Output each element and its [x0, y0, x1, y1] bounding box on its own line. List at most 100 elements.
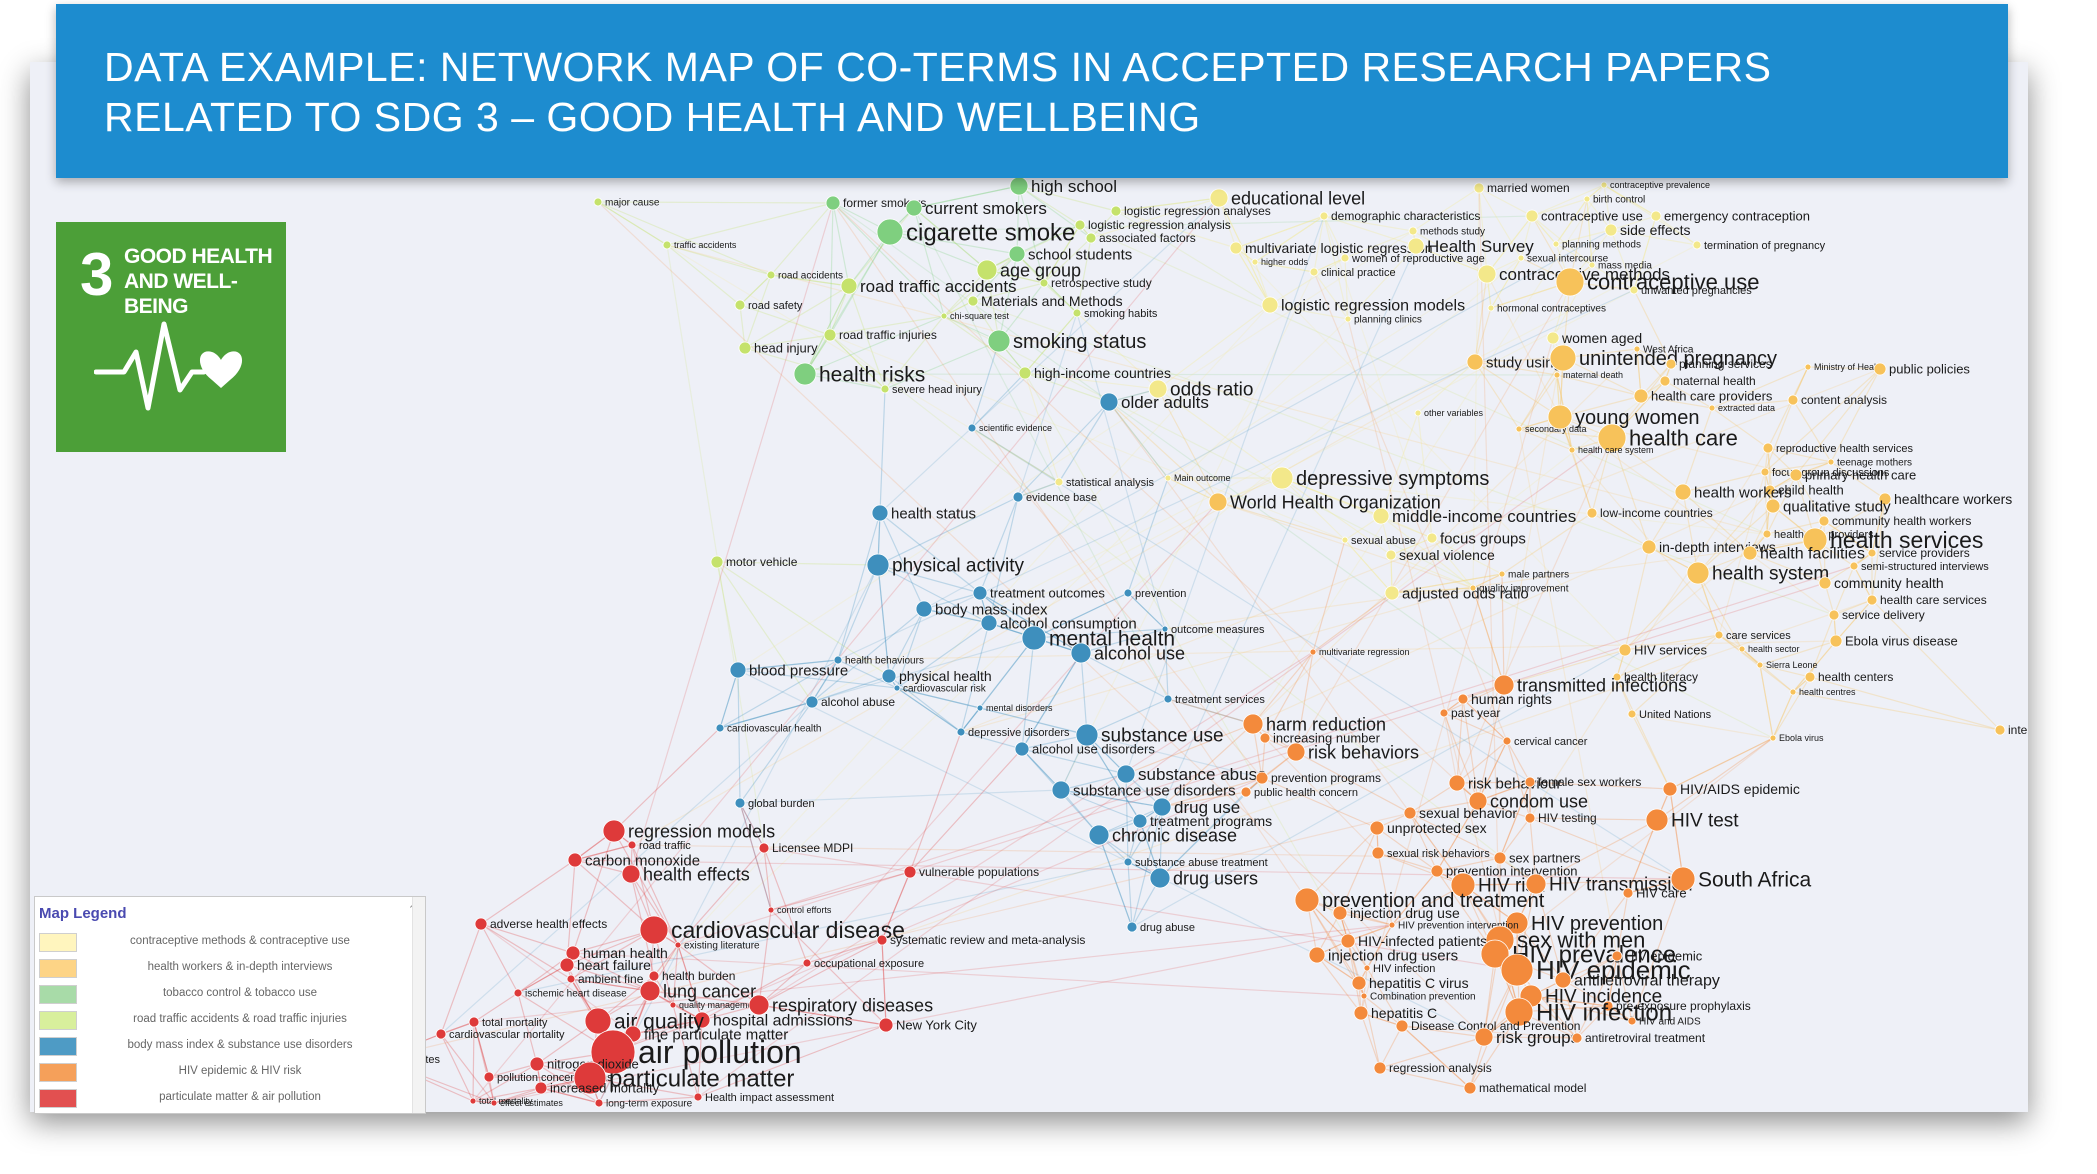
network-node[interactable]: high school — [1009, 176, 1117, 196]
network-node[interactable]: sex partners — [1493, 851, 1581, 866]
node-circle[interactable] — [1384, 585, 1400, 601]
network-node[interactable]: mass media — [1588, 261, 1652, 272]
node-circle[interactable] — [693, 1011, 711, 1029]
node-circle[interactable] — [840, 277, 858, 295]
node-circle[interactable] — [1553, 371, 1561, 379]
node-circle[interactable] — [1502, 736, 1512, 746]
network-node[interactable]: associated factors — [1085, 231, 1196, 245]
network-node[interactable]: treatment services — [1163, 694, 1265, 706]
node-circle[interactable] — [1208, 492, 1228, 512]
node-circle[interactable] — [729, 661, 747, 679]
network-node[interactable]: motor vehicle — [710, 555, 798, 569]
network-node[interactable]: logistic regression analysis — [1074, 218, 1231, 232]
network-node[interactable]: scientific evidence — [967, 423, 1052, 433]
network-node[interactable]: mental disorders — [976, 703, 1053, 713]
network-node[interactable]: hepatitis C virus — [1351, 975, 1469, 991]
node-circle[interactable] — [1525, 209, 1539, 223]
node-circle[interactable] — [1645, 808, 1669, 832]
network-node[interactable]: hospital admissions — [693, 1011, 853, 1030]
network-node[interactable]: health behaviours — [833, 656, 924, 667]
network-node[interactable]: substance use disorders — [1051, 780, 1236, 800]
network-node[interactable]: birth control — [1583, 195, 1645, 206]
network-node[interactable]: regression analysis — [1373, 1061, 1492, 1075]
network-node[interactable]: Ebola virus — [1769, 733, 1824, 743]
node-circle[interactable] — [1294, 887, 1320, 913]
node-circle[interactable] — [1641, 539, 1657, 555]
network-node[interactable]: health care providers — [1633, 389, 1773, 404]
node-circle[interactable] — [980, 614, 998, 632]
network-node[interactable]: increased mortality — [534, 1081, 660, 1096]
node-circle[interactable] — [1363, 964, 1371, 972]
network-node[interactable]: health burden — [648, 969, 735, 983]
node-circle[interactable] — [876, 934, 888, 946]
network-node[interactable]: primary health care — [1789, 468, 1916, 483]
node-circle[interactable] — [1163, 694, 1173, 704]
network-node[interactable]: existing literature — [674, 941, 760, 952]
network-node[interactable]: maternal death — [1553, 370, 1623, 380]
node-circle[interactable] — [593, 197, 603, 207]
node-circle[interactable] — [693, 1092, 703, 1102]
node-circle[interactable] — [1586, 507, 1598, 519]
network-node[interactable]: traffic accidents — [662, 240, 737, 250]
node-circle[interactable] — [1789, 688, 1797, 696]
network-node[interactable]: prevention programs — [1255, 771, 1381, 785]
node-circle[interactable] — [1762, 442, 1774, 454]
map-legend[interactable]: Map Legend ⌃ contraceptive methods & con… — [34, 896, 426, 1114]
node-circle[interactable] — [1765, 498, 1781, 514]
node-circle[interactable] — [1804, 671, 1816, 683]
node-circle[interactable] — [1547, 404, 1573, 430]
node-circle[interactable] — [1650, 210, 1662, 222]
node-circle[interactable] — [956, 727, 966, 737]
network-node[interactable]: public policies — [1873, 362, 1970, 377]
network-node[interactable]: community health workers — [1818, 514, 1971, 528]
network-node[interactable]: effect estimates — [490, 1098, 563, 1108]
node-circle[interactable] — [1148, 379, 1168, 399]
network-node[interactable]: health risks — [793, 362, 925, 386]
network-node[interactable]: odds ratio — [1148, 379, 1253, 401]
node-circle[interactable] — [1474, 1027, 1494, 1047]
node-circle[interactable] — [1371, 846, 1385, 860]
node-circle[interactable] — [1072, 308, 1082, 318]
node-circle[interactable] — [1714, 630, 1724, 640]
network-node[interactable]: unwanted pregnancies — [1629, 285, 1752, 297]
node-circle[interactable] — [1123, 857, 1133, 867]
node-circle[interactable] — [584, 1007, 612, 1035]
network-node[interactable]: depressive symptoms — [1270, 466, 1489, 490]
network-node[interactable]: public health concern — [1240, 786, 1358, 799]
network-node[interactable]: particulate matter — [573, 1061, 794, 1095]
node-circle[interactable] — [469, 1097, 477, 1105]
node-circle[interactable] — [1760, 467, 1770, 477]
network-node[interactable]: cigarette smoke — [876, 218, 1075, 246]
network-node[interactable]: carbon monoxide — [567, 852, 700, 869]
node-circle[interactable] — [1126, 921, 1138, 933]
network-node[interactable]: treatment outcomes — [972, 586, 1105, 601]
network-node[interactable]: alcohol use disorders — [1014, 742, 1155, 757]
node-circle[interactable] — [1008, 245, 1026, 263]
node-circle[interactable] — [1493, 674, 1515, 696]
node-circle[interactable] — [734, 797, 746, 809]
network-node[interactable]: HIV/AIDS epidemic — [1662, 781, 1800, 797]
network-node[interactable]: unintended pregnancy — [1549, 344, 1777, 372]
network-node[interactable]: demographic characteristics — [1319, 209, 1480, 223]
network-node[interactable]: risk behaviors — [1286, 742, 1419, 762]
node-circle[interactable] — [1251, 258, 1259, 266]
node-circle[interactable] — [738, 341, 752, 355]
network-node[interactable]: multivariate regression — [1309, 647, 1410, 657]
network-node[interactable]: sexual violence — [1385, 547, 1495, 563]
node-circle[interactable] — [1789, 468, 1803, 482]
network-node[interactable]: clinical practice — [1309, 267, 1396, 279]
network-node[interactable]: prevention intervention — [1430, 864, 1578, 879]
network-node[interactable]: sexual risk behaviors — [1371, 846, 1490, 860]
network-node[interactable]: systematic review and meta-analysis — [876, 933, 1085, 947]
network-node[interactable]: logistic regression models — [1261, 296, 1465, 315]
network-node[interactable]: ambient fine — [566, 972, 644, 986]
node-circle[interactable] — [1600, 181, 1608, 189]
node-circle[interactable] — [1116, 764, 1136, 784]
node-circle[interactable] — [758, 842, 770, 854]
node-circle[interactable] — [976, 259, 998, 281]
network-node[interactable]: planning methods — [1552, 240, 1641, 251]
node-circle[interactable] — [1110, 205, 1122, 217]
node-circle[interactable] — [1039, 278, 1049, 288]
node-circle[interactable] — [1242, 713, 1264, 735]
